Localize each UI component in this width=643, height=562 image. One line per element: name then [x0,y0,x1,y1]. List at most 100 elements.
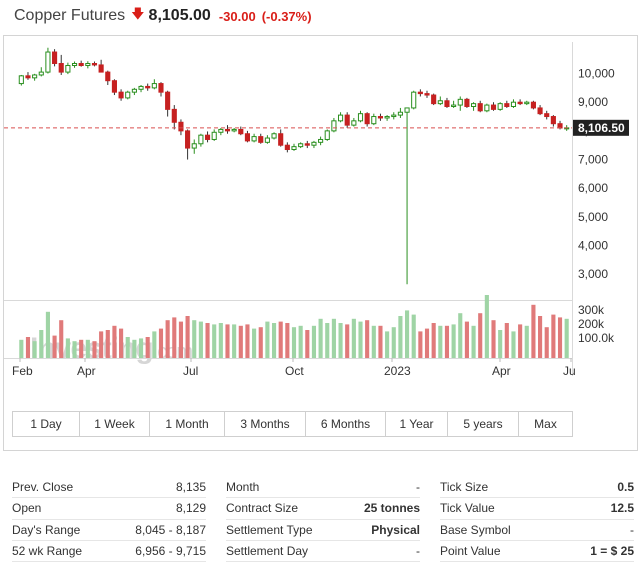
candle-body [411,91,417,109]
candle-body [145,85,151,89]
volume-bar [178,321,184,358]
volume-bar [291,327,297,358]
stat-contract-size: Contract Size 25 tonnes [226,498,420,520]
timeframe-max[interactable]: Max [519,412,572,436]
last-price-badge-label: 8,106.50 [578,121,625,135]
volume-bar [25,337,31,358]
timeframe-1-month[interactable]: 1 Month [150,412,225,436]
candle-body [204,134,211,140]
candle-body [85,63,91,67]
timeframe-5-years[interactable]: 5 years [448,412,519,436]
candle-body [158,83,164,93]
stat-settlement-day: Settlement Day - [226,541,420,562]
volume-bar [318,318,323,358]
volume-tick-label: 300k [578,303,605,317]
x-tick-label: Jul [183,364,198,378]
stat-value: - [630,522,634,537]
volume-bar [544,327,549,358]
volume-bar [438,325,443,358]
timeframe-1-day[interactable]: 1 Day [13,412,80,436]
volume-bar [252,328,257,358]
candle-body [391,114,397,118]
price-chart[interactable]: Investing.com10,0009,0008,0007,0006,0005… [4,36,637,450]
candle-body [477,103,483,112]
volume-bar [484,295,489,358]
stat-point-value: Point Value 1 = $ 25 [440,541,634,562]
timeframe-3-months[interactable]: 3 Months [225,412,306,436]
volume-bar [19,339,24,358]
candle-body [238,128,244,135]
volume-bar [225,324,230,358]
timeframe-1-year[interactable]: 1 Year [386,412,448,436]
x-tick-label: Apr [492,364,511,378]
volume-bar [458,313,463,358]
volume-bar [92,341,97,358]
volume-bar [478,313,483,358]
stat-value: 8,135 [175,480,206,494]
candle-body [138,85,144,90]
candle-body [271,133,277,139]
stat-52wk-range: 52 wk Range 6,956 - 9,715 [12,541,206,562]
candle-body [331,120,337,132]
candle-body [324,130,330,140]
volume-bar [557,317,563,358]
candle-body [484,104,490,112]
stat-label: Settlement Type [226,522,313,537]
candle-body [298,143,304,148]
candle-body [437,100,443,105]
stat-value: 1 = $ 25 [590,543,634,558]
candle-body [91,63,98,66]
volume-bar [418,331,423,358]
volume-tick-label: 100.0k [578,331,615,345]
candle-body [471,103,477,107]
volume-bar [158,328,164,358]
candle-body [52,51,58,64]
volume-bar [331,318,336,358]
candle-body [131,88,137,93]
candle-body [431,94,437,105]
volume-bar [398,316,403,358]
volume-bar [172,317,177,358]
volume-bar [471,325,476,358]
candle-body [524,101,530,105]
candle-body [537,107,543,115]
candle-body [497,103,503,110]
candle-body [198,134,204,145]
volume-bar [531,304,536,358]
volume-bar [538,316,543,358]
volume-bar [165,320,170,358]
price-change-percent: (-0.37%) [261,8,312,24]
candle-body [125,91,131,99]
candle-body [451,104,457,107]
candle-body [371,116,377,125]
candle-body [231,128,237,132]
volume-bar [464,321,469,358]
candle-body [211,131,217,140]
timeframe-selector: 1 Day 1 Week 1 Month 3 Months 6 Months 1… [12,411,573,437]
price-tick-label: 4,000 [578,239,608,253]
volume-bar [85,339,90,358]
candle-body [337,114,344,122]
candle-body [258,136,264,143]
candle-body [18,75,24,85]
x-tick-label: Oct [285,364,304,378]
volume-bar [411,314,416,358]
candle-body [444,100,450,108]
candle-body [377,116,384,119]
timeframe-6-months[interactable]: 6 Months [306,412,386,436]
stat-value: 12.5 [610,501,634,516]
last-price-badge [573,119,629,136]
candle-body [490,104,497,110]
price-change: -30.00 [218,8,256,24]
volume-bar [138,338,144,358]
stat-base-symbol: Base Symbol - [440,520,634,541]
candle-body [251,136,257,142]
volume-bar [198,321,203,358]
candle-body [291,146,297,150]
candle-body [244,133,251,142]
chart-container[interactable]: Investing.com10,0009,0008,0007,0006,0005… [3,35,638,451]
volume-bar [205,323,210,358]
instrument-name: Copper Futures [14,7,126,24]
volume-bar [551,314,556,358]
timeframe-1-week[interactable]: 1 Week [80,412,150,436]
